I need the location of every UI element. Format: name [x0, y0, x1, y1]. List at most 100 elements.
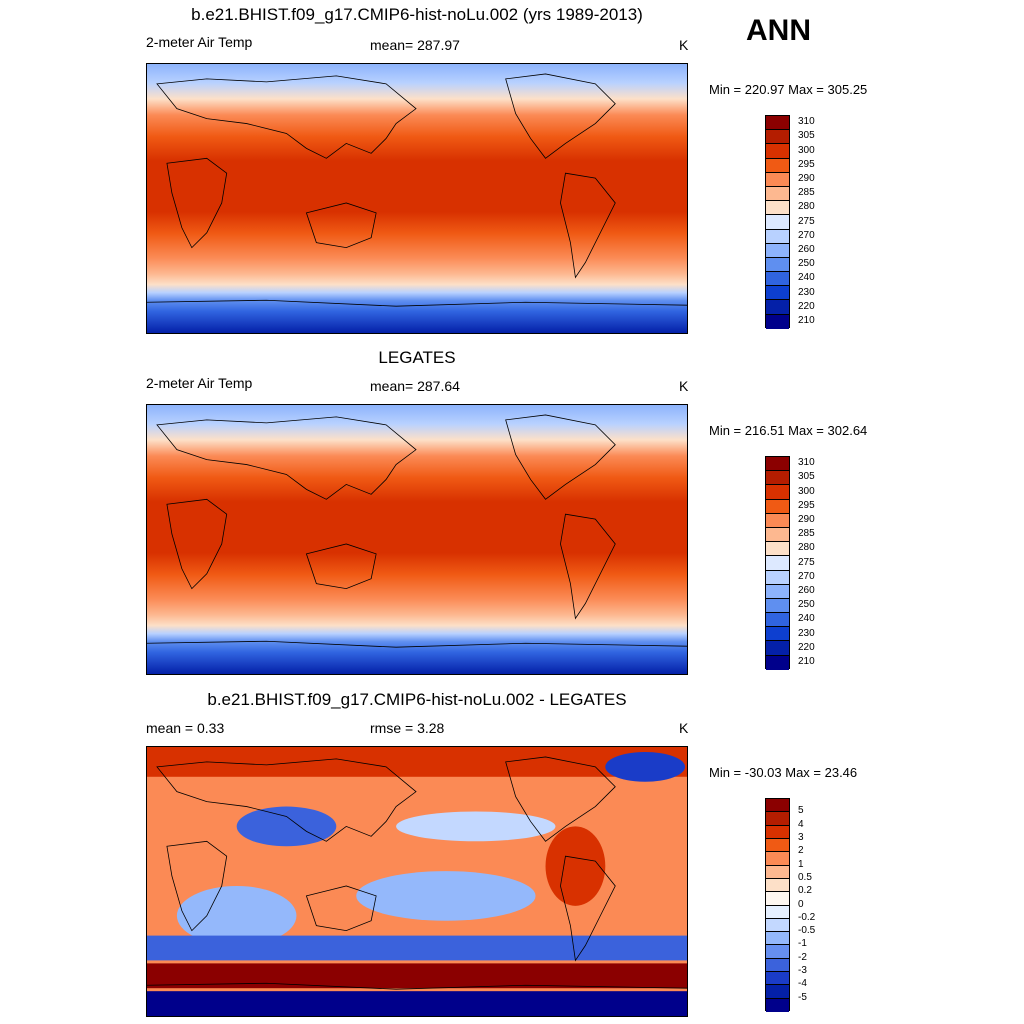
- panel-1-colorbar-tick: 310: [798, 116, 815, 128]
- panel-2-mean-label: mean= 287.64: [370, 378, 460, 394]
- panel-2-temperature-field: [147, 405, 687, 674]
- panel-2-colorbar-segment: [766, 655, 789, 670]
- panel-2-title: LEGATES: [378, 348, 456, 367]
- panel-2-colorbar-segment: [766, 598, 789, 614]
- panel-2-colorbar-tick: 285: [798, 528, 815, 540]
- panel-3-colorbar-tick: -0.2: [798, 911, 816, 923]
- panel-2-colorbar-tick: 275: [798, 556, 815, 568]
- panel-2-colorbar-tick: 310: [798, 457, 815, 469]
- panel-2-colorbar-segment: [766, 613, 789, 628]
- panel-1-colorbar-tick: 270: [798, 229, 815, 241]
- panel-1-coastlines: [147, 73, 687, 307]
- panel-2-colorbar-tick: 280: [798, 542, 815, 554]
- panel-2-colorbar-segment: [766, 513, 789, 528]
- panel-1-colorbar-segment: [766, 314, 789, 329]
- panel-2-map: [146, 404, 688, 675]
- panel-1-colorbar-tick: 230: [798, 286, 815, 298]
- panel-1-temperature-field: [147, 64, 687, 333]
- panel-1-colorbar-segment: [766, 172, 789, 187]
- panel-1-colorbar-segment: [766, 201, 789, 216]
- panel-3-colorbar-tick: -4: [798, 978, 807, 990]
- panel-2-colorbar-tick: 270: [798, 570, 815, 582]
- panel-1-colorbar-segment: [766, 158, 789, 173]
- panel-3-colorbar-segment: [766, 812, 789, 826]
- panel-3-rmse-label: rmse = 3.28: [370, 720, 445, 736]
- panel-2-colorbar-tick: 240: [798, 613, 815, 625]
- panel-3-colorbar-tick: 0: [798, 898, 804, 910]
- panel-3-colorbar-segment: [766, 998, 789, 1012]
- panel-1-colorbar-segment: [766, 144, 789, 159]
- panel-2-minmax: Min = 216.51 Max = 302.64: [709, 423, 868, 438]
- panel-3-colorbar-segment: [766, 905, 789, 919]
- panel-1-colorbar-segment: [766, 272, 789, 287]
- panel-1-colorbar-segment: [766, 116, 789, 131]
- panel-3-minmax: Min = -30.03 Max = 23.46: [709, 765, 858, 780]
- panel-3-colorbar-tick: -3: [798, 965, 807, 977]
- panel-2-colorbar: [765, 456, 790, 670]
- panel-3-colorbar-segment: [766, 878, 789, 893]
- panel-3-mean-label: mean = 0.33: [146, 720, 225, 736]
- panel-1-units: K: [679, 37, 689, 53]
- panel-2-units: K: [679, 378, 689, 394]
- panel-2-colorbar-segment: [766, 542, 789, 557]
- panel-3-colorbar-segment: [766, 799, 789, 813]
- panel-3-colorbar-segment: [766, 958, 789, 973]
- panel-1-colorbar-tick: 250: [798, 258, 815, 270]
- panel-2-colorbar-tick: 220: [798, 641, 815, 653]
- panel-1-colorbar-segment: [766, 130, 789, 145]
- panel-3-colorbar-tick: 0.2: [798, 885, 812, 897]
- panel-1-colorbar-tick: 275: [798, 215, 815, 227]
- panel-3-colorbar-tick: -1: [798, 938, 807, 950]
- panel-1-colorbar-tick: 305: [798, 130, 815, 142]
- panel-2-colorbar-tick: 290: [798, 513, 815, 525]
- panel-1-colorbar-tick: 290: [798, 172, 815, 184]
- panel-2-colorbar-segment: [766, 471, 789, 486]
- panel-3-colorbar-segment: [766, 825, 789, 839]
- panel-1-colorbar-tick: 210: [798, 314, 815, 326]
- panel-3-colorbar-segment: [766, 852, 789, 866]
- panel-3-colorbar-segment: [766, 985, 789, 999]
- panel-2-colorbar-segment: [766, 627, 789, 642]
- panel-3-colorbar-tick: 0.5: [798, 871, 812, 883]
- panel-1-minmax: Min = 220.97 Max = 305.25: [709, 82, 868, 97]
- panel-3-colorbar: [765, 798, 790, 1012]
- panel-3-colorbar-tick: 2: [798, 845, 804, 857]
- panel-2-colorbar-tick: 260: [798, 584, 815, 596]
- panel-3-colorbar-tick: 4: [798, 818, 804, 830]
- season-label: ANN: [746, 14, 811, 47]
- panel-1-colorbar-tick: 220: [798, 300, 815, 312]
- panel-1-colorbar-tick: 300: [798, 144, 815, 156]
- panel-3-colorbar-segment: [766, 932, 789, 946]
- panel-3-colorbar-tick: 5: [798, 805, 804, 817]
- panel-1-map: [146, 63, 688, 334]
- panel-1-variable-label: 2-meter Air Temp: [146, 34, 253, 50]
- panel-2-colorbar-tick: 230: [798, 627, 815, 639]
- panel-3-colorbar-tick: 1: [798, 858, 804, 870]
- panel-1-colorbar-tick: 285: [798, 187, 815, 199]
- panel-2-colorbar-tick: 295: [798, 499, 815, 511]
- panel-1-colorbar: [765, 115, 790, 329]
- panel-1-colorbar-segment: [766, 243, 789, 258]
- panel-3-title: b.e21.BHIST.f09_g17.CMIP6-hist-noLu.002 …: [207, 690, 627, 709]
- panel-2-colorbar-tick: 210: [798, 655, 815, 667]
- panel-1-colorbar-segment: [766, 300, 789, 315]
- panel-2-colorbar-segment: [766, 527, 789, 543]
- panel-2-colorbar-tick: 305: [798, 471, 815, 483]
- panel-2-coastlines: [147, 414, 687, 648]
- panel-1-colorbar-tick: 240: [798, 272, 815, 284]
- panel-1-colorbar-tick: 260: [798, 243, 815, 255]
- panel-3-colorbar-tick: -5: [798, 991, 807, 1003]
- panel-3-map: [146, 746, 688, 1017]
- panel-2-colorbar-segment: [766, 457, 789, 472]
- panel-2-colorbar-tick: 300: [798, 485, 815, 497]
- panel-1-colorbar-segment: [766, 286, 789, 301]
- panel-2-colorbar-segment: [766, 485, 789, 500]
- panel-2-variable-label: 2-meter Air Temp: [146, 375, 253, 391]
- panel-1-colorbar-segment: [766, 186, 789, 202]
- panel-3-colorbar-segment: [766, 865, 789, 879]
- panel-3-units: K: [679, 720, 689, 736]
- panel-3-coastlines: [147, 756, 687, 990]
- panel-3-colorbar-tick: -2: [798, 951, 807, 963]
- panel-3-colorbar-segment: [766, 918, 789, 933]
- panel-2-colorbar-segment: [766, 556, 789, 571]
